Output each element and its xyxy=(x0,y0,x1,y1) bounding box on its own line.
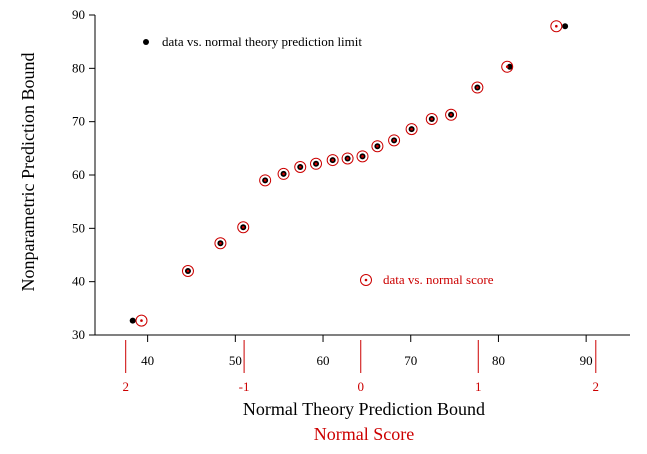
data-point-normal-score xyxy=(326,154,339,167)
x-axis-label: Normal Theory Prediction Bound xyxy=(243,399,485,419)
legend-marker-normal-theory xyxy=(143,39,149,45)
legend-label-normal-score: data vs. normal score xyxy=(383,272,494,287)
data-point-normal-score xyxy=(405,123,418,136)
data-point-normal-score xyxy=(388,134,401,147)
data-point-ring xyxy=(356,150,369,163)
x-tick-label: 70 xyxy=(404,353,417,368)
y-tick-label: 30 xyxy=(72,327,85,342)
secondary-x-tick-label: 0 xyxy=(357,379,364,394)
data-point-center xyxy=(140,319,143,322)
data-point-normal-score xyxy=(501,60,514,73)
data-point-normal-score xyxy=(294,161,307,173)
data-point-normal-score xyxy=(550,20,563,33)
data-point-normal-score xyxy=(356,150,369,163)
data-point-center xyxy=(282,172,285,176)
legend-marker-normal-score xyxy=(360,274,372,286)
y-tick-label: 90 xyxy=(72,7,85,22)
data-point-center xyxy=(346,157,349,160)
data-point-normal-theory xyxy=(129,317,136,324)
data-point-ring xyxy=(277,167,290,180)
y-tick-label: 50 xyxy=(72,220,85,235)
data-point-ring xyxy=(294,161,307,173)
y-axis-label: Nonparametric Prediction Bound xyxy=(18,53,38,292)
data-point-center xyxy=(361,155,364,158)
data-point-ring xyxy=(341,152,354,165)
data-point-normal-score xyxy=(310,157,323,170)
data-point-ring xyxy=(405,123,418,136)
data-point-center xyxy=(298,165,302,169)
data-points xyxy=(129,20,569,327)
legend: data vs. normal theory prediction limit d… xyxy=(143,34,494,287)
data-point-ring xyxy=(445,108,458,121)
data-point-center xyxy=(241,225,245,229)
data-point-ring xyxy=(310,157,323,170)
y-tick-label: 70 xyxy=(72,114,85,129)
data-point-normal-score xyxy=(471,81,484,94)
data-point-ring xyxy=(181,265,194,277)
data-point-normal-score xyxy=(237,221,250,234)
data-point-normal-score xyxy=(181,265,194,277)
data-point-center xyxy=(449,113,453,117)
data-point-ring xyxy=(550,20,563,33)
secondary-x-tick-label: 1 xyxy=(475,379,482,394)
secondary-x-tick-label: 2 xyxy=(122,379,129,394)
data-point-normal-score xyxy=(425,113,438,125)
data-point-ring xyxy=(214,237,227,250)
secondary-x-tick-label: 2 xyxy=(593,379,600,394)
data-point-ring xyxy=(471,81,484,94)
legend-label-normal-theory: data vs. normal theory prediction limit xyxy=(162,34,362,49)
y-tick-label: 40 xyxy=(72,274,85,289)
y-tick-label: 60 xyxy=(72,167,85,182)
x-tick-label: 90 xyxy=(580,353,593,368)
legend-marker-normal-score-center xyxy=(364,278,368,282)
data-point-ring xyxy=(135,314,148,327)
data-point-ring xyxy=(425,113,438,125)
data-point-normal-theory xyxy=(506,63,513,70)
data-point-normal-score xyxy=(371,140,384,153)
data-point-center xyxy=(430,117,434,121)
data-point-center xyxy=(555,24,558,28)
data-point-center xyxy=(392,139,396,142)
data-point-center xyxy=(263,179,267,182)
data-point-center xyxy=(410,127,413,131)
data-point-ring xyxy=(259,174,272,187)
data-point-center xyxy=(186,269,190,273)
data-point-center xyxy=(505,65,509,69)
data-point-center xyxy=(376,144,379,148)
data-point-center xyxy=(219,241,222,245)
data-point-ring xyxy=(388,134,401,147)
x-tick-label: 80 xyxy=(492,353,505,368)
data-point-normal-score xyxy=(135,314,148,327)
data-point-center xyxy=(314,162,318,166)
data-point-normal-score xyxy=(277,167,290,180)
data-point-ring xyxy=(501,60,514,73)
secondary-x-axis-label: Normal Score xyxy=(314,424,414,444)
data-point-ring xyxy=(371,140,384,153)
data-point-normal-score xyxy=(214,237,227,250)
data-point-normal-score xyxy=(259,174,272,187)
data-point-center xyxy=(331,158,334,162)
x-tick-label: 40 xyxy=(141,353,154,368)
data-point-normal-theory xyxy=(562,23,569,30)
x-tick-label: 60 xyxy=(317,353,330,368)
data-point-ring xyxy=(237,221,250,234)
data-point-center xyxy=(476,86,479,89)
data-point-normal-score xyxy=(445,108,458,121)
data-point-normal-score xyxy=(341,152,354,165)
x-tick-label: 50 xyxy=(229,353,242,368)
secondary-x-tick-label: -1 xyxy=(239,379,250,394)
data-point-ring xyxy=(326,154,339,167)
y-tick-label: 80 xyxy=(72,60,85,75)
